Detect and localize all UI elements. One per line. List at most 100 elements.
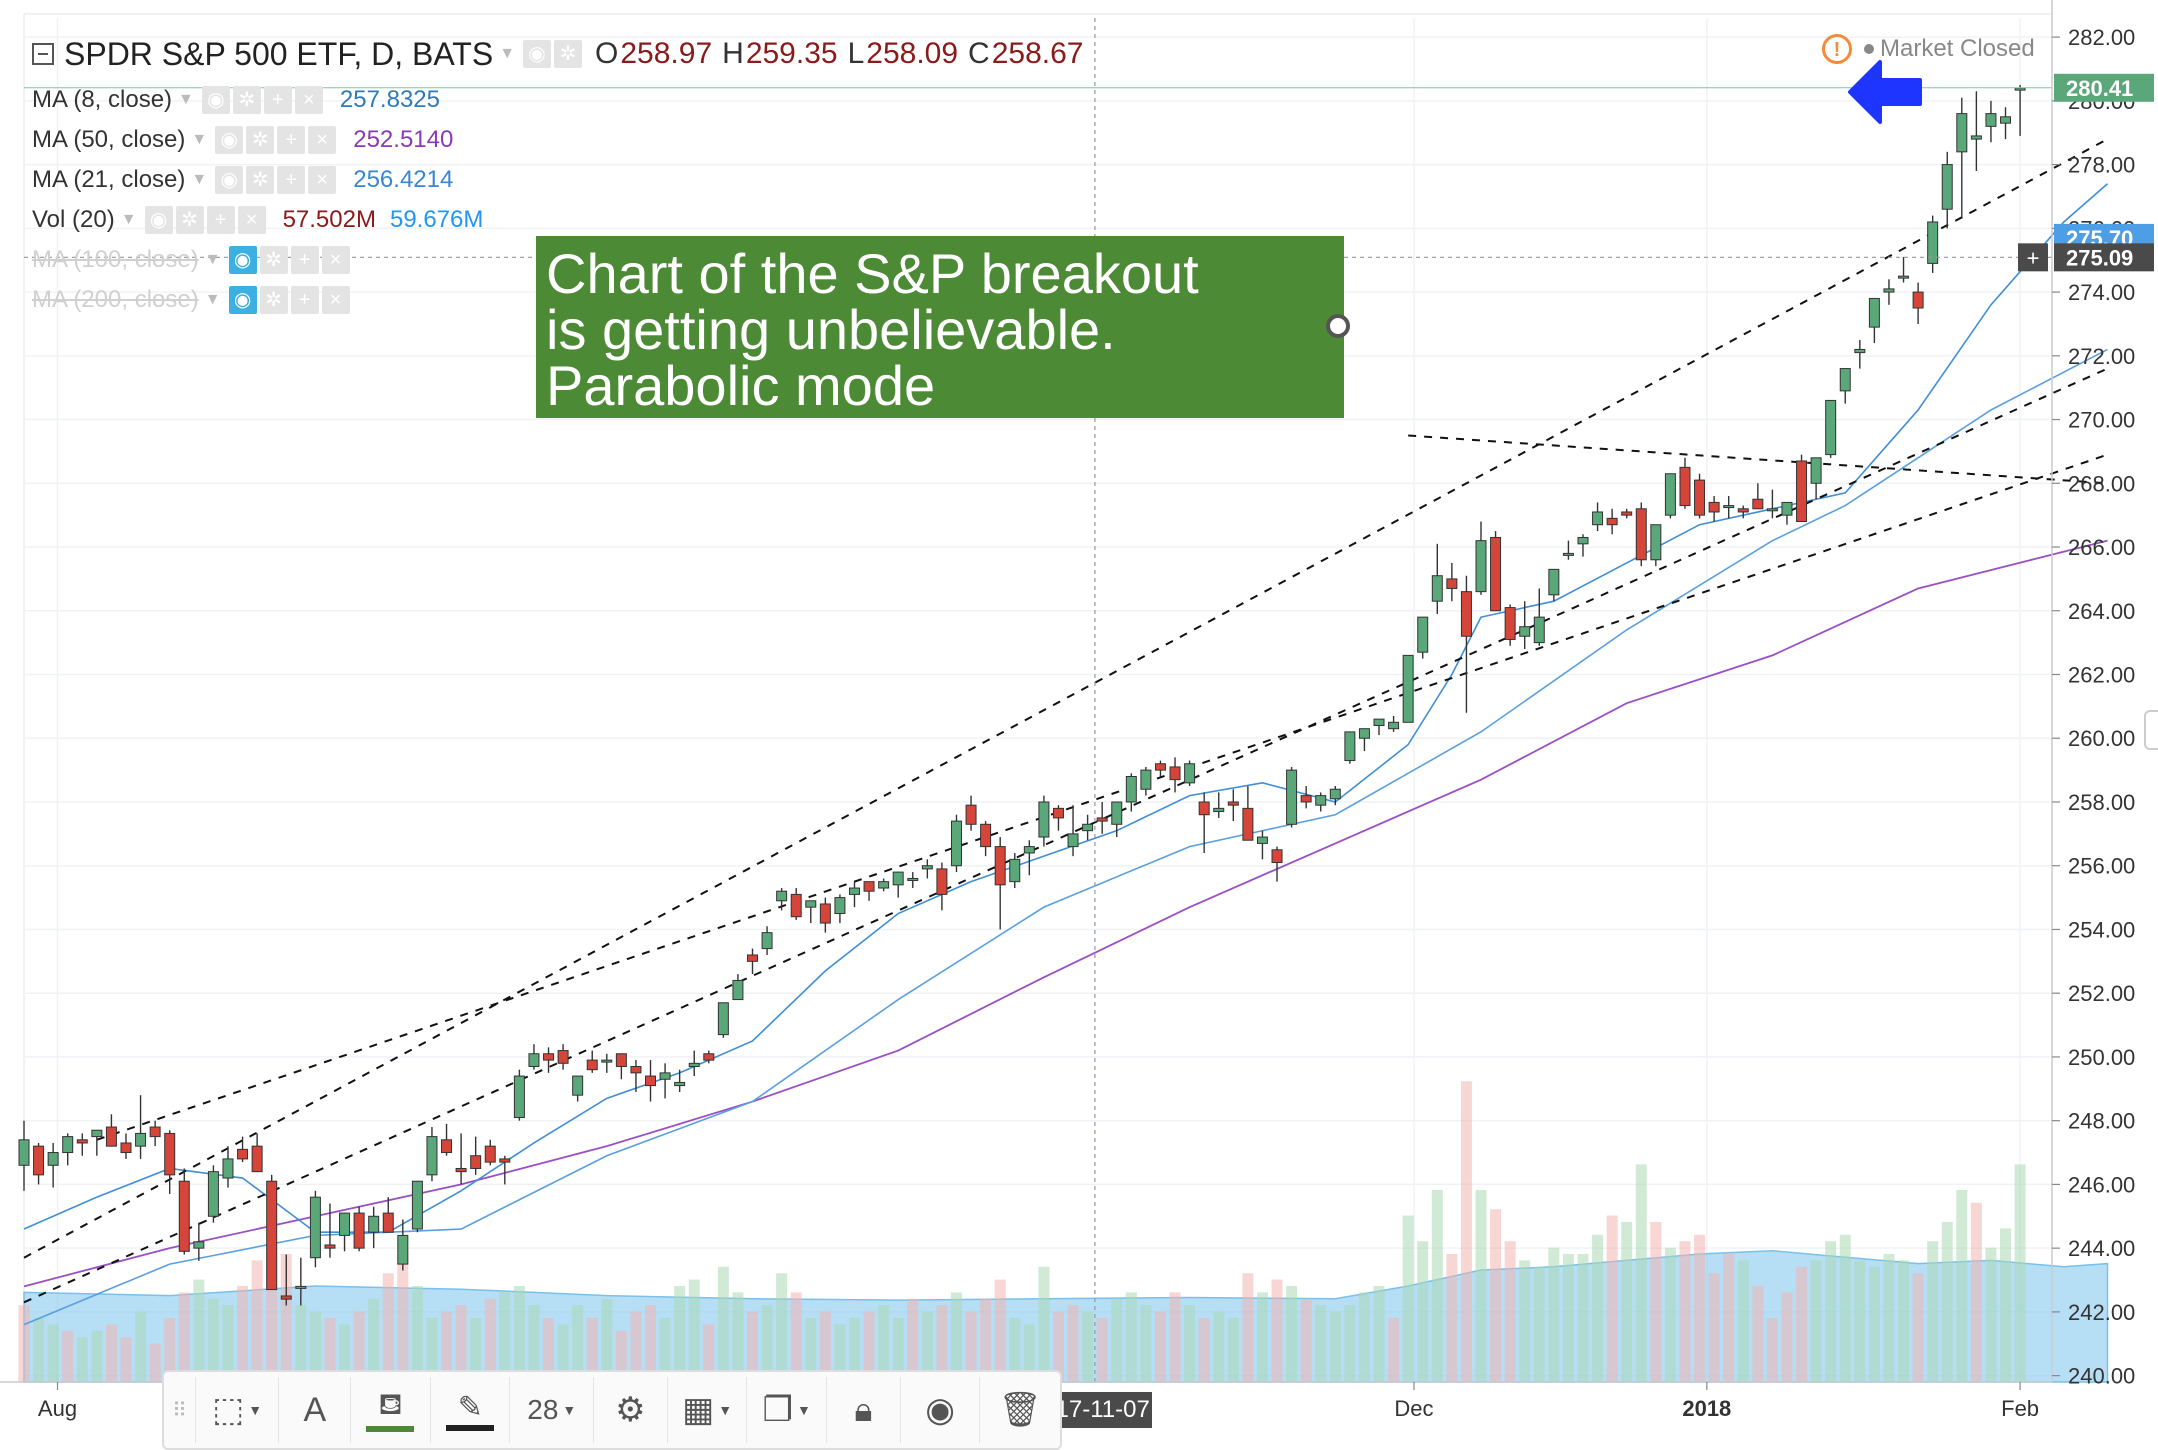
- eye-icon[interactable]: ◉: [215, 126, 244, 154]
- warning-icon[interactable]: !: [1822, 34, 1852, 64]
- line-style-button[interactable]: ⬚ ▼: [196, 1377, 280, 1443]
- chevron-down-icon[interactable]: ▼: [191, 171, 208, 188]
- close-icon[interactable]: ×: [237, 206, 266, 234]
- volume-bars: [18, 1081, 2026, 1382]
- volume-bar: [1213, 1311, 1225, 1382]
- indicator-name[interactable]: Vol (20): [32, 206, 115, 233]
- gear-icon[interactable]: ✲: [259, 286, 288, 314]
- eye-icon[interactable]: ◉: [523, 40, 552, 68]
- chevron-down-icon[interactable]: ▼: [120, 211, 137, 228]
- candle-body: [848, 887, 860, 895]
- symbol-title[interactable]: SPDR S&P 500 ETF, D, BATS: [64, 35, 494, 72]
- candle-body: [441, 1139, 453, 1154]
- eye-icon[interactable]: ◉: [201, 86, 230, 114]
- indicator-name[interactable]: MA (50, close): [32, 126, 186, 153]
- indicator-name[interactable]: MA (8, close): [32, 86, 173, 113]
- price-tick-label: 246.00: [2068, 1172, 2135, 1197]
- plus-icon[interactable]: +: [263, 86, 292, 114]
- volume-bar: [1490, 1209, 1502, 1382]
- text-annotation[interactable]: Chart of the S&P breakout is getting unb…: [536, 236, 1344, 418]
- eye-icon[interactable]: ◉: [215, 166, 244, 194]
- plus-icon[interactable]: +: [277, 126, 306, 154]
- gear-icon[interactable]: ✲: [554, 40, 583, 68]
- fill-color-button[interactable]: ⛾: [351, 1377, 431, 1443]
- border-color-button[interactable]: ✎: [431, 1377, 511, 1443]
- volume-bar: [280, 1254, 292, 1382]
- chevron-down-icon[interactable]: ▼: [499, 45, 516, 62]
- status-dot-icon: [1864, 44, 1874, 54]
- delete-button[interactable]: 🗑︎: [980, 1377, 1060, 1443]
- candle-body: [659, 1072, 671, 1080]
- candle-body: [47, 1152, 59, 1166]
- volume-bar: [1562, 1254, 1574, 1382]
- hide-button[interactable]: ◉: [901, 1377, 981, 1443]
- candle-body: [222, 1158, 234, 1179]
- volume-bar: [1970, 1202, 1982, 1382]
- candle-body: [528, 1053, 540, 1067]
- close-icon[interactable]: ×: [294, 86, 323, 114]
- plus-icon[interactable]: +: [290, 286, 319, 314]
- plus-icon[interactable]: +: [206, 206, 235, 234]
- candle-body: [339, 1212, 351, 1236]
- eye-icon[interactable]: ◉: [144, 206, 173, 234]
- gear-icon[interactable]: ✲: [259, 246, 288, 274]
- close-icon[interactable]: ×: [321, 286, 350, 314]
- legend-volume: Vol (20) ▼ ◉ ✲ + × 57.502M 59.676M: [32, 200, 1083, 240]
- volume-bar: [2000, 1228, 2012, 1382]
- font-size-select[interactable]: 28 ▼: [510, 1377, 595, 1443]
- candle-body: [1315, 795, 1327, 806]
- candle-body: [572, 1075, 584, 1096]
- plus-icon[interactable]: +: [290, 246, 319, 274]
- lock-button[interactable]: 🔒︎: [827, 1377, 901, 1443]
- candle-body: [1752, 498, 1764, 510]
- gear-icon[interactable]: ✲: [175, 206, 204, 234]
- volume-bar: [1592, 1234, 1604, 1382]
- eye-icon[interactable]: ◉: [228, 286, 257, 314]
- drag-handle-icon[interactable]: ⠿: [164, 1377, 196, 1443]
- low-value: 258.09: [866, 37, 959, 70]
- gear-icon: ⚙: [615, 1391, 646, 1429]
- collapse-icon[interactable]: [32, 43, 54, 65]
- volume-bar: [1125, 1292, 1137, 1382]
- clone-button[interactable]: ❐ ▼: [747, 1377, 828, 1443]
- text-color-button[interactable]: A: [279, 1377, 352, 1443]
- candle-body: [1154, 763, 1166, 771]
- volume-bar: [1868, 1266, 1880, 1382]
- settings-button[interactable]: ⚙: [594, 1377, 668, 1443]
- candle-body: [149, 1126, 161, 1138]
- chevron-down-icon[interactable]: ▼: [191, 131, 208, 148]
- chevron-down-icon[interactable]: ▼: [204, 251, 221, 268]
- indicator-name[interactable]: MA (21, close): [32, 166, 186, 193]
- price-tick-label: 278.00: [2068, 153, 2135, 178]
- chevron-down-icon[interactable]: ▼: [204, 291, 221, 308]
- volume-bar: [499, 1292, 511, 1382]
- gear-icon[interactable]: ✲: [246, 166, 275, 194]
- volume-bar: [1927, 1241, 1939, 1382]
- volume-bar: [105, 1324, 117, 1382]
- volume-bar: [62, 1330, 74, 1382]
- volume-bar: [1271, 1279, 1283, 1382]
- annotation-resize-handle[interactable]: [1326, 314, 1350, 338]
- candle-body: [513, 1075, 525, 1118]
- close-icon[interactable]: ×: [321, 246, 350, 274]
- chevron-down-icon[interactable]: ▼: [178, 91, 194, 108]
- drawing-toolbar: ⠿ ⬚ ▼ A ⛾ ✎ 28 ▼ ⚙ ▦ ▼ ❐ ▼ 🔒︎ ◉ 🗑︎: [162, 1370, 1062, 1450]
- visual-order-button[interactable]: ▦ ▼: [668, 1377, 748, 1443]
- gear-icon[interactable]: ✲: [246, 126, 275, 154]
- eye-icon[interactable]: ◉: [228, 246, 257, 274]
- indicator-value: 256.4214: [353, 166, 454, 193]
- gear-icon[interactable]: ✲: [232, 86, 261, 114]
- right-panel-handle[interactable]: [2144, 710, 2158, 750]
- price-tick-label: 254.00: [2068, 917, 2135, 942]
- close-icon[interactable]: ×: [308, 126, 337, 154]
- close-icon[interactable]: ×: [308, 166, 337, 194]
- volume-bar: [120, 1337, 132, 1382]
- volume-bar: [1854, 1260, 1866, 1382]
- plus-icon[interactable]: +: [277, 166, 306, 194]
- indicator-name[interactable]: MA (100, close): [32, 246, 199, 273]
- indicator-name[interactable]: MA (200, close): [32, 286, 199, 313]
- candle-body: [805, 900, 817, 908]
- volume-bar: [848, 1318, 860, 1382]
- blue-arrow-annotation[interactable]: [1848, 60, 1922, 124]
